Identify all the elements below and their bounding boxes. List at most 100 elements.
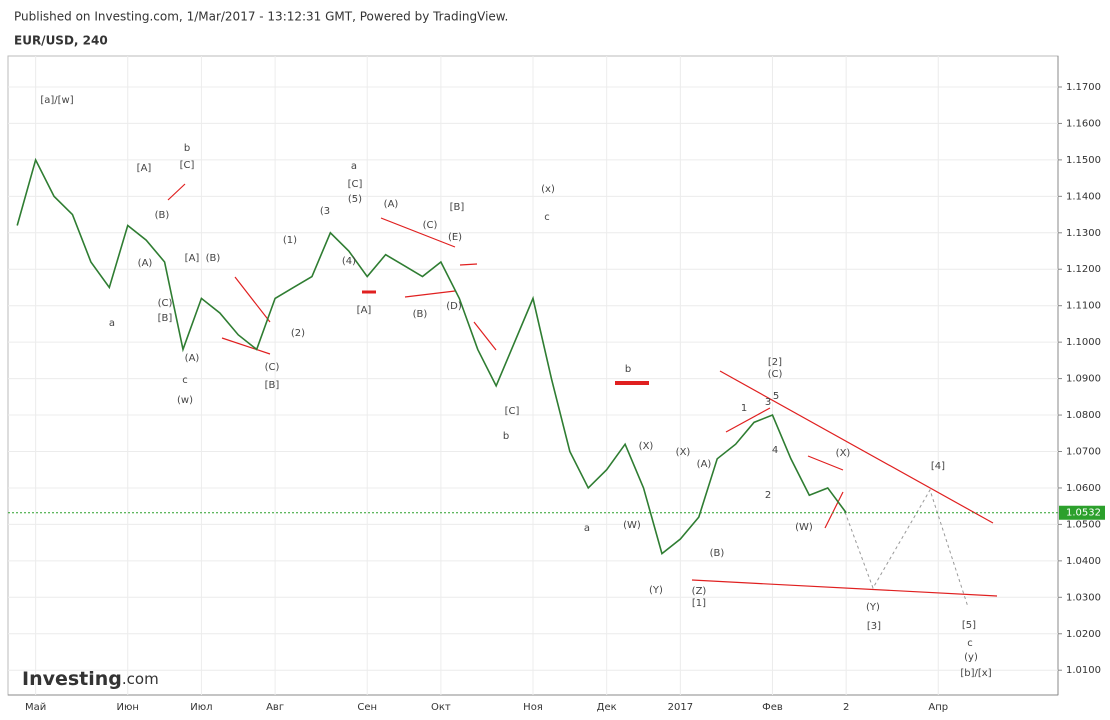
wave-label: (w) [177, 395, 193, 406]
x-tick-label: Фев [762, 702, 783, 713]
wave-label: a [351, 161, 357, 172]
last-price-label: 1.0532 [1066, 508, 1101, 519]
trendlines [167, 183, 998, 597]
wave-label: (C) [158, 298, 173, 309]
logo-suffix: .com [122, 670, 159, 688]
x-tick-label: 2 [843, 702, 849, 713]
wave-label: [A] [137, 163, 152, 174]
y-tick-label: 1.1500 [1066, 155, 1101, 166]
y-tick-label: 1.1000 [1066, 337, 1101, 348]
wave-label: [C] [348, 179, 363, 190]
wave-label: [B] [158, 313, 173, 324]
wave-label: [C] [505, 406, 520, 417]
y-tick-label: 1.0200 [1066, 629, 1101, 640]
wave-label: (A) [384, 199, 399, 210]
y-tick-label: 1.1100 [1066, 301, 1101, 312]
trendline [824, 491, 844, 529]
published-note: Published on Investing.com, 1/Mar/2017 -… [14, 10, 508, 24]
wave-label: (C) [423, 220, 438, 231]
wave-label: (B) [710, 548, 725, 559]
price-line [16, 157, 847, 555]
wave-label: (W) [623, 520, 641, 531]
wave-label: (X) [836, 448, 851, 459]
y-tick-label: 1.0300 [1066, 592, 1101, 603]
wave-label: b [184, 143, 190, 154]
x-tick-label: Дек [597, 702, 617, 713]
wave-label: [B] [265, 380, 280, 391]
x-tick-label: Июл [190, 702, 212, 713]
wave-label: 2 [765, 490, 771, 501]
wave-label: (A) [697, 459, 712, 470]
y-tick-label: 1.1700 [1066, 82, 1101, 93]
x-tick-label: Ноя [523, 702, 543, 713]
wave-label: [4] [931, 461, 945, 472]
logo: Investing.com [22, 668, 159, 690]
wave-label: (x) [541, 184, 555, 195]
wave-label: b [503, 431, 509, 442]
wave-label: c [182, 375, 188, 386]
wave-label: (Z) [692, 586, 707, 597]
wave-label: (y) [964, 652, 978, 663]
wave-label: (D) [446, 301, 462, 312]
wave-label: (X) [676, 447, 691, 458]
wave-label: (W) [795, 522, 813, 533]
wave-label: [B] [450, 202, 465, 213]
wave-label: (2) [291, 328, 305, 339]
trendline [404, 290, 456, 298]
wave-label: [2] [768, 357, 782, 368]
wave-label: (Y) [866, 602, 880, 613]
trendline [459, 263, 478, 266]
wave-label: 5 [773, 391, 779, 402]
wave-label: [A] [357, 305, 372, 316]
y-tick-label: 1.1600 [1066, 118, 1101, 129]
trendline [167, 183, 186, 201]
wave-label: c [544, 212, 550, 223]
y-tick-label: 1.0800 [1066, 410, 1101, 421]
x-tick-label: Май [25, 702, 46, 713]
x-tick-label: 2017 [668, 702, 693, 713]
wave-label: (5) [348, 194, 362, 205]
wave-label: a [109, 318, 115, 329]
wave-label: (C) [265, 362, 280, 373]
logo-brand: Investing [22, 668, 122, 690]
wave-label: (1) [283, 235, 297, 246]
wave-label: [C] [180, 160, 195, 171]
wave-label: 4 [772, 445, 778, 456]
wave-label: 3 [765, 397, 771, 408]
wave-label: [a]/[w] [40, 95, 73, 106]
x-tick-label: Апр [928, 702, 948, 713]
wave-label: (E) [448, 232, 462, 243]
wave-label: 1 [741, 403, 747, 414]
y-tick-label: 1.0600 [1066, 483, 1101, 494]
wave-label: a [584, 523, 590, 534]
wave-label: [3] [867, 621, 881, 632]
wave-label: c [967, 638, 973, 649]
wave-label: [5] [962, 620, 976, 631]
y-tick-label: 1.0500 [1066, 519, 1101, 530]
y-tick-label: 1.1300 [1066, 228, 1101, 239]
trendline [807, 455, 844, 471]
y-tick-label: 1.0900 [1066, 374, 1101, 385]
wave-label: (4) [342, 256, 356, 267]
wave-label: [A] [185, 253, 200, 264]
trendline [234, 276, 271, 323]
wave-label: (Y) [649, 585, 663, 596]
trendline [719, 370, 994, 524]
y-tick-label: 1.0700 [1066, 447, 1101, 458]
y-tick-label: 1.0400 [1066, 556, 1101, 567]
wave-label: [b]/[x] [960, 668, 991, 679]
trendline [691, 579, 998, 597]
x-tick-label: Авг [266, 702, 284, 713]
x-tick-label: Окт [431, 702, 451, 713]
wave-label: (C) [768, 369, 783, 380]
wave-label: (B) [155, 210, 170, 221]
wave-label: (A) [185, 353, 200, 364]
wave-label: [1] [692, 598, 706, 609]
x-tick-label: Июн [117, 702, 139, 713]
x-tick-label: Сен [357, 702, 377, 713]
trendline [725, 407, 771, 433]
trendline [380, 217, 456, 248]
y-tick-label: 1.0100 [1066, 665, 1101, 676]
last-price-box [1059, 505, 1105, 520]
